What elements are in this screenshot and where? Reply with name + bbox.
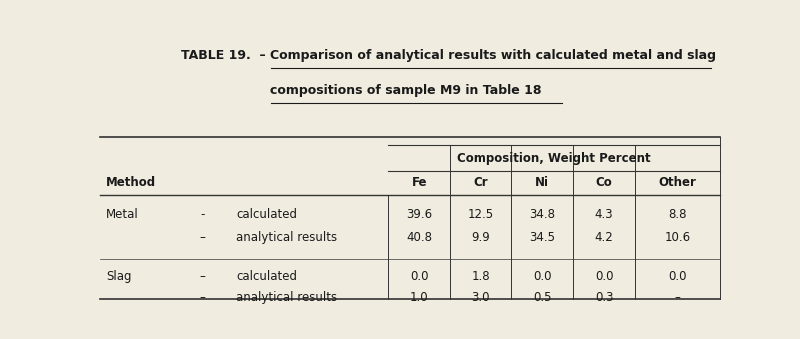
Text: 0.0: 0.0: [533, 271, 551, 283]
Text: Comparison of analytical results with calculated metal and slag: Comparison of analytical results with ca…: [270, 48, 717, 61]
Text: –: –: [199, 231, 206, 244]
Text: 0.0: 0.0: [410, 271, 429, 283]
Text: -: -: [200, 208, 205, 221]
Text: Method: Method: [106, 176, 156, 190]
Text: 4.3: 4.3: [594, 208, 614, 221]
Text: Other: Other: [658, 176, 697, 190]
Text: 3.0: 3.0: [471, 291, 490, 304]
Text: 1.8: 1.8: [471, 271, 490, 283]
Text: 0.0: 0.0: [668, 271, 686, 283]
Text: TABLE 19.  –: TABLE 19. –: [181, 48, 266, 61]
Text: –: –: [674, 291, 681, 304]
Text: 34.8: 34.8: [529, 208, 555, 221]
Text: compositions of sample M9 in Table 18: compositions of sample M9 in Table 18: [270, 84, 542, 97]
Text: Composition, Weight Percent: Composition, Weight Percent: [458, 152, 651, 165]
Text: analytical results: analytical results: [237, 231, 338, 244]
Text: 12.5: 12.5: [468, 208, 494, 221]
Text: calculated: calculated: [237, 208, 298, 221]
Text: 4.2: 4.2: [594, 231, 614, 244]
Text: 0.3: 0.3: [595, 291, 614, 304]
Text: 0.0: 0.0: [595, 271, 614, 283]
Text: 1.0: 1.0: [410, 291, 429, 304]
Text: –: –: [199, 271, 206, 283]
Text: 34.5: 34.5: [529, 231, 555, 244]
Text: analytical results: analytical results: [237, 291, 338, 304]
Text: Cr: Cr: [474, 176, 488, 190]
Text: 10.6: 10.6: [665, 231, 690, 244]
Text: Fe: Fe: [411, 176, 427, 190]
Text: 9.9: 9.9: [471, 231, 490, 244]
Text: Co: Co: [596, 176, 613, 190]
Text: Ni: Ni: [535, 176, 549, 190]
Text: 0.5: 0.5: [533, 291, 551, 304]
Text: 40.8: 40.8: [406, 231, 432, 244]
Text: Slag: Slag: [106, 271, 132, 283]
Text: Metal: Metal: [106, 208, 139, 221]
Text: 8.8: 8.8: [668, 208, 686, 221]
Text: 39.6: 39.6: [406, 208, 432, 221]
Text: calculated: calculated: [237, 271, 298, 283]
Text: –: –: [199, 291, 206, 304]
